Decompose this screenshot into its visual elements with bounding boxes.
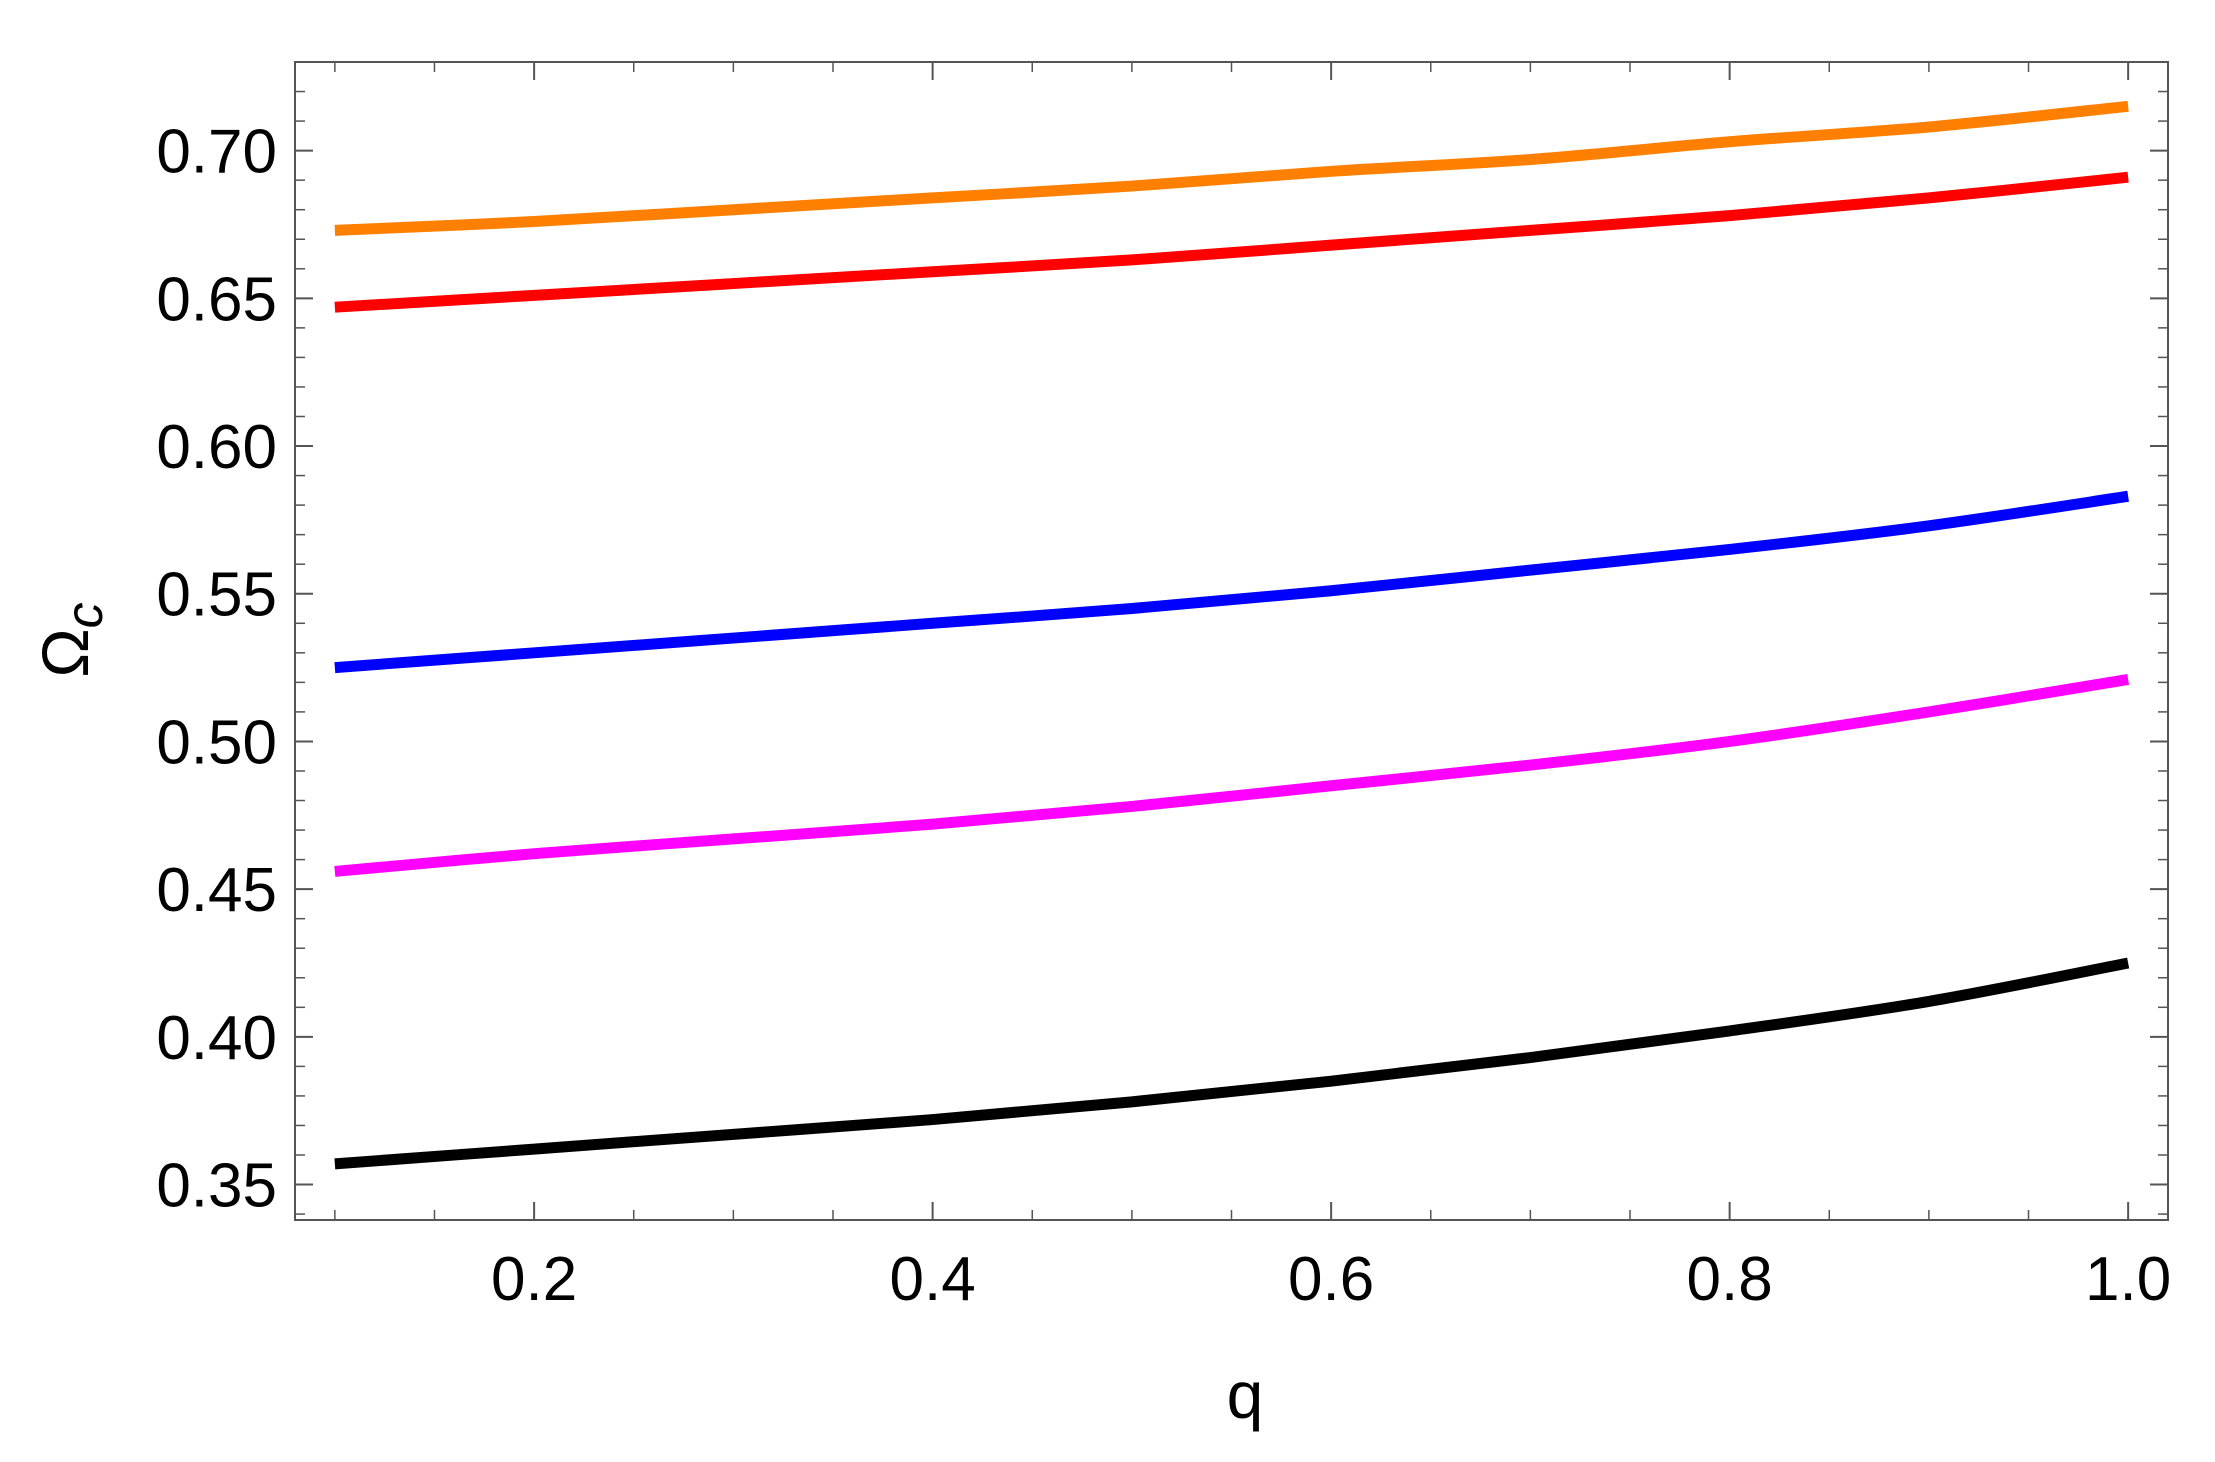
y-axis-label-subscript: c (56, 602, 114, 628)
series-line-2 (334, 171, 2129, 313)
y-tick-label: 0.60 (156, 413, 277, 482)
y-tick-label: 0.65 (156, 265, 277, 334)
y-tick-label: 0.40 (156, 1004, 277, 1073)
x-tick-label: 0.2 (491, 1245, 577, 1314)
minor-ticks (295, 61, 2168, 1220)
y-tick-label: 0.70 (156, 118, 277, 187)
y-axis-label: Ωc (28, 602, 114, 677)
series-line-3 (334, 490, 2129, 674)
y-axis-label-main: Ω (28, 628, 102, 677)
y-tick-label: 0.50 (156, 708, 277, 777)
y-tick-labels: 0.35 0.40 0.45 0.50 0.55 0.60 0.65 0.70 (156, 118, 277, 1221)
series-layer (334, 100, 2130, 1170)
x-tick-label: 0.6 (1288, 1245, 1374, 1314)
series-line-5 (334, 957, 2130, 1170)
series-line-1 (334, 100, 2129, 236)
series-line-4 (334, 673, 2130, 877)
plot-frame (294, 61, 2169, 1221)
y-tick-label: 0.45 (156, 856, 277, 925)
major-ticks (295, 62, 2168, 1220)
x-axis-label: q (1227, 1358, 1264, 1432)
y-tick-label: 0.55 (156, 561, 277, 630)
y-tick-label: 0.35 (156, 1152, 277, 1221)
x-tick-labels: 0.2 0.4 0.6 0.8 1.0 (491, 1245, 2171, 1314)
x-tick-label: 1.0 (2085, 1245, 2171, 1314)
x-tick-label: 0.8 (1687, 1245, 1773, 1314)
x-tick-label: 0.4 (890, 1245, 976, 1314)
